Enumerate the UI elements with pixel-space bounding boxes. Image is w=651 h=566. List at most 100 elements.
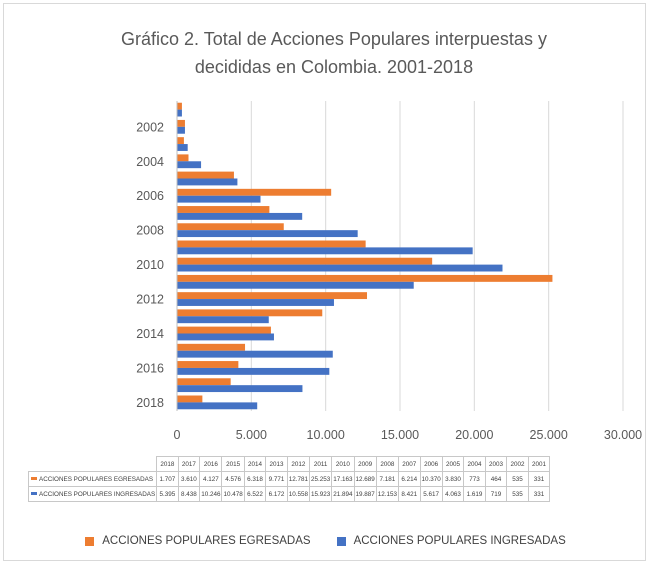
- table-cell: 331: [527, 486, 551, 502]
- bar-egresadas: [177, 274, 553, 282]
- gridlines: [250, 101, 624, 411]
- bar-egresadas: [177, 206, 270, 213]
- table-cell: 331: [527, 471, 551, 487]
- axes: 0 5.000 10.000 15.000 20.000 25.000 30.000 2002…: [136, 101, 642, 442]
- table-cell: 8.421: [398, 486, 421, 502]
- table-year-header: 2012: [286, 456, 310, 472]
- table-year-header: 2018: [156, 456, 179, 472]
- bar-egresadas: [177, 378, 231, 386]
- bar-ingresadas: [177, 350, 333, 358]
- bar-ingresadas: [177, 178, 238, 186]
- table-cell: 12.781: [286, 471, 310, 487]
- table-cell: 10.478: [221, 486, 245, 502]
- table-row: ACCIONES POPULARES EGRESADAS 1.707 3.610 4.…: [27, 471, 551, 487]
- table-row-label: ACCIONES POPULARES INGRESADAS: [27, 486, 158, 502]
- x-tick-label: 10.000: [307, 428, 345, 442]
- bar-ingresadas: [177, 264, 503, 272]
- table-cell: 1.619: [463, 486, 486, 502]
- x-tick-label: 25.000: [530, 428, 568, 442]
- table-cell: 21.894: [331, 486, 355, 502]
- table-corner-cell: [28, 456, 158, 472]
- chart-title-line-1: Gráfico 2. Total de Acciones Populares i…: [121, 29, 547, 49]
- bar-egresadas: [177, 395, 203, 403]
- bar-ingresadas: [177, 247, 473, 255]
- legend-item-ingresadas: ACCIONES POPULARES INGRESADAS: [336, 535, 566, 547]
- bar-egresadas: [177, 361, 239, 368]
- chart-title-line-2: decididas en Colombia. 2001-2018: [195, 57, 473, 77]
- table-year-header: 2003: [484, 456, 508, 472]
- bar-egresadas: [177, 137, 184, 145]
- bar-ingresadas: [177, 195, 261, 203]
- x-tick-label: 20.000: [455, 428, 493, 442]
- table-row: ACCIONES POPULARES INGRESADAS 5.395 8.438 1…: [27, 486, 551, 502]
- table-year-header: 2013: [265, 456, 288, 472]
- table-cell: 10.558: [286, 486, 310, 502]
- x-tick-label: 15.000: [381, 428, 419, 442]
- legend-key-ingresadas: [336, 536, 346, 546]
- table-header-row: 2018 2017 2016 2015 2014 2013 2012 2011 2010 2009…: [28, 456, 551, 472]
- table-year-header: 2006: [419, 456, 443, 472]
- bar-ingresadas: [177, 230, 358, 238]
- table-cell: 6.318: [243, 471, 267, 487]
- table-row-swatch: [31, 477, 37, 481]
- y-tick-label: 2012: [136, 293, 164, 307]
- table-cell: 4.127: [199, 471, 223, 487]
- table-year-header: 2004: [463, 456, 486, 472]
- bar-ingresadas: [177, 126, 185, 134]
- y-tick-label: 2014: [136, 327, 164, 341]
- table-cell: 6.172: [265, 486, 288, 502]
- table-cell: 5.617: [419, 486, 443, 502]
- bar-ingresadas: [177, 299, 334, 306]
- table-cell: 773: [463, 471, 486, 487]
- x-tick-label: 30.000: [604, 428, 642, 442]
- table-year-header: 2010: [331, 456, 355, 472]
- table-cell: 7.181: [375, 471, 400, 487]
- table-cell: 535: [506, 471, 529, 487]
- table-body: ACCIONES POPULARES EGRESADAS 1.707 3.610 4.…: [27, 471, 551, 502]
- table-cell: 6.522: [243, 486, 267, 502]
- table-year-header: 2017: [177, 456, 201, 472]
- table-cell: 10.370: [419, 471, 443, 487]
- table-cell: 3.610: [177, 471, 201, 487]
- bar-egresadas: [177, 223, 284, 231]
- bar-ingresadas: [177, 385, 303, 393]
- legend-label-egresadas: ACCIONES POPULARES EGRESADAS: [102, 535, 311, 547]
- table-year-header: 2009: [353, 456, 377, 472]
- bar-egresadas: [177, 154, 189, 162]
- table-cell: 5.395: [156, 486, 179, 502]
- y-tick-label: 2002: [136, 120, 164, 134]
- table-year-header: 2007: [398, 456, 421, 472]
- bar-egresadas: [177, 257, 433, 265]
- table-cell: 535: [506, 486, 529, 502]
- bar-ingresadas: [177, 212, 303, 220]
- table-cell: 464: [484, 471, 508, 487]
- table-cell: 9.771: [265, 471, 288, 487]
- y-tick-label: 2004: [136, 155, 164, 169]
- bar-ingresadas: [177, 161, 202, 169]
- bar-egresadas: [177, 292, 368, 300]
- legend-label-ingresadas: ACCIONES POPULARES INGRESADAS: [353, 535, 566, 547]
- table-cell: 1.707: [156, 471, 179, 487]
- table-cell: 6.214: [398, 471, 421, 487]
- bar-egresadas: [177, 309, 323, 317]
- bar-ingresadas: [177, 109, 182, 117]
- table-cell: 4.576: [221, 471, 245, 487]
- table-year-header: 2014: [243, 456, 267, 472]
- table-cell: 10.246: [199, 486, 223, 502]
- table-year-header: 2016: [199, 456, 223, 472]
- x-tick-label: 5.000: [236, 428, 267, 442]
- table-year-header: 2015: [221, 456, 245, 472]
- bar-egresadas: [177, 171, 234, 179]
- table-row-swatch: [31, 492, 37, 496]
- bar-egresadas: [177, 240, 366, 248]
- table-cell: 15.923: [308, 486, 333, 502]
- table-year-header: 2005: [441, 456, 465, 472]
- bar-egresadas: [177, 188, 332, 196]
- bar-ingresadas: [177, 367, 330, 375]
- bar-ingresadas: [177, 281, 414, 289]
- table-cell: 12.153: [375, 486, 400, 502]
- bars: [177, 102, 553, 410]
- table-year-header: 2001: [527, 456, 551, 472]
- y-tick-label: 2016: [136, 361, 164, 375]
